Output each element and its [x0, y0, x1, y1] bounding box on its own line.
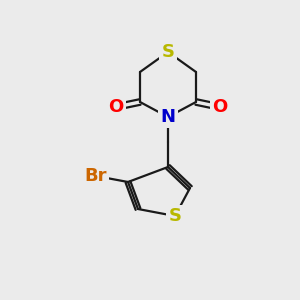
Text: O: O [108, 98, 124, 116]
Text: O: O [212, 98, 228, 116]
Text: N: N [160, 108, 175, 126]
Text: S: S [169, 207, 182, 225]
Text: S: S [161, 43, 175, 61]
Text: Br: Br [85, 167, 107, 185]
